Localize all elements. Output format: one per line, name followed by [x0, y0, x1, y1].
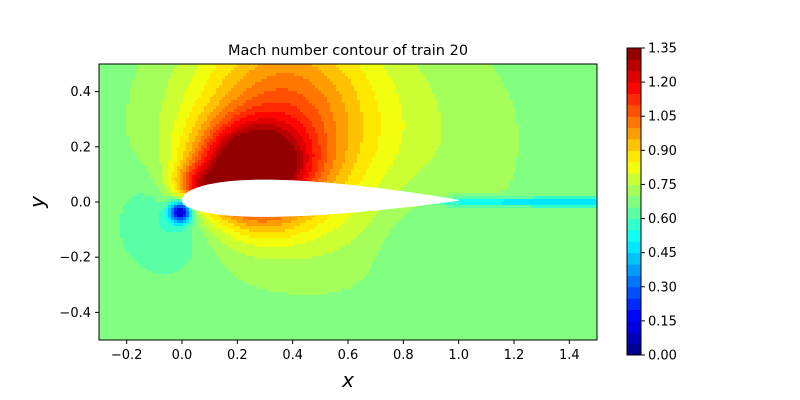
colorbar-tick-label: 0.30: [648, 280, 677, 295]
colorbar-level: [627, 138, 641, 151]
colorbar-level: [627, 343, 641, 356]
colorbar-level: [627, 207, 641, 220]
y-tick-label: 0.2: [70, 140, 91, 155]
colorbar-level: [627, 229, 641, 242]
colorbar-frame: [626, 47, 642, 356]
colorbar-tick-label: 1.05: [648, 110, 677, 125]
colorbar-level: [627, 264, 641, 276]
x-tick-label: 0.6: [338, 348, 359, 363]
colorbar-level: [627, 275, 641, 288]
y-tick-label: −0.4: [59, 306, 91, 321]
colorbar-level: [627, 82, 641, 94]
colorbar-level: [627, 309, 641, 322]
colorbar-level: [627, 184, 641, 197]
y-axis: −0.4 −0.2 0.0 0.2 0.4: [59, 85, 99, 321]
y-axis-title: y: [25, 195, 49, 209]
x-tick-label: −0.2: [111, 348, 143, 363]
colorbar-tick-label: 0.60: [648, 212, 677, 227]
x-tick-label: 1.0: [448, 348, 469, 363]
colorbar-level: [627, 241, 641, 254]
x-tick-label: 1.2: [504, 348, 525, 363]
colorbar-tick-label: 0.15: [648, 314, 677, 329]
mach-contour-field: [99, 64, 597, 340]
colorbar-level: [627, 252, 641, 265]
colorbar: 0.00 0.15 0.30 0.45 0.60 0.75 0.90 1.05 1.20 1.35: [626, 42, 677, 364]
x-tick-label: 0.8: [393, 348, 414, 363]
colorbar-level: [627, 70, 641, 83]
colorbar-level: [627, 218, 641, 231]
colorbar-level: [627, 332, 641, 345]
x-tick-label: 1.4: [559, 348, 580, 363]
airfoil-shape: [182, 179, 459, 217]
x-axis-title: x: [341, 368, 354, 392]
colorbar-tick-label: 1.20: [648, 76, 677, 91]
colorbar-level: [627, 298, 641, 311]
colorbar-level: [627, 127, 641, 140]
colorbar-tick-label: 1.35: [648, 42, 677, 57]
colorbar-level: [627, 320, 641, 333]
x-tick-label: 0.0: [172, 348, 193, 363]
colorbar-tick-label: 0.00: [648, 349, 677, 364]
colorbar-level: [627, 286, 641, 299]
colorbar-level: [627, 173, 641, 185]
x-axis: −0.2 0.0 0.2 0.4 0.6 0.8 1.0 1.2 1.4: [111, 340, 580, 363]
y-tick-label: 0.0: [70, 196, 91, 211]
y-tick-label: 0.4: [70, 85, 91, 100]
x-tick-label: 0.2: [227, 348, 248, 363]
colorbar-level: [627, 195, 641, 208]
colorbar-tick-label: 0.45: [648, 246, 677, 261]
colorbar-level: [627, 59, 641, 72]
colorbar-level: [627, 93, 641, 106]
colorbar-level: [627, 48, 641, 60]
colorbar-level: [627, 161, 641, 174]
colorbar-level: [627, 150, 641, 163]
x-tick-label: 0.4: [282, 348, 303, 363]
colorbar-level: [627, 116, 641, 129]
colorbar-tick-label: 0.90: [648, 144, 677, 159]
colorbar-level: [627, 104, 641, 117]
y-tick-label: −0.2: [59, 251, 91, 266]
colorbar-tick-label: 0.75: [648, 178, 677, 193]
chart-title: Mach number contour of train 20: [228, 43, 468, 59]
